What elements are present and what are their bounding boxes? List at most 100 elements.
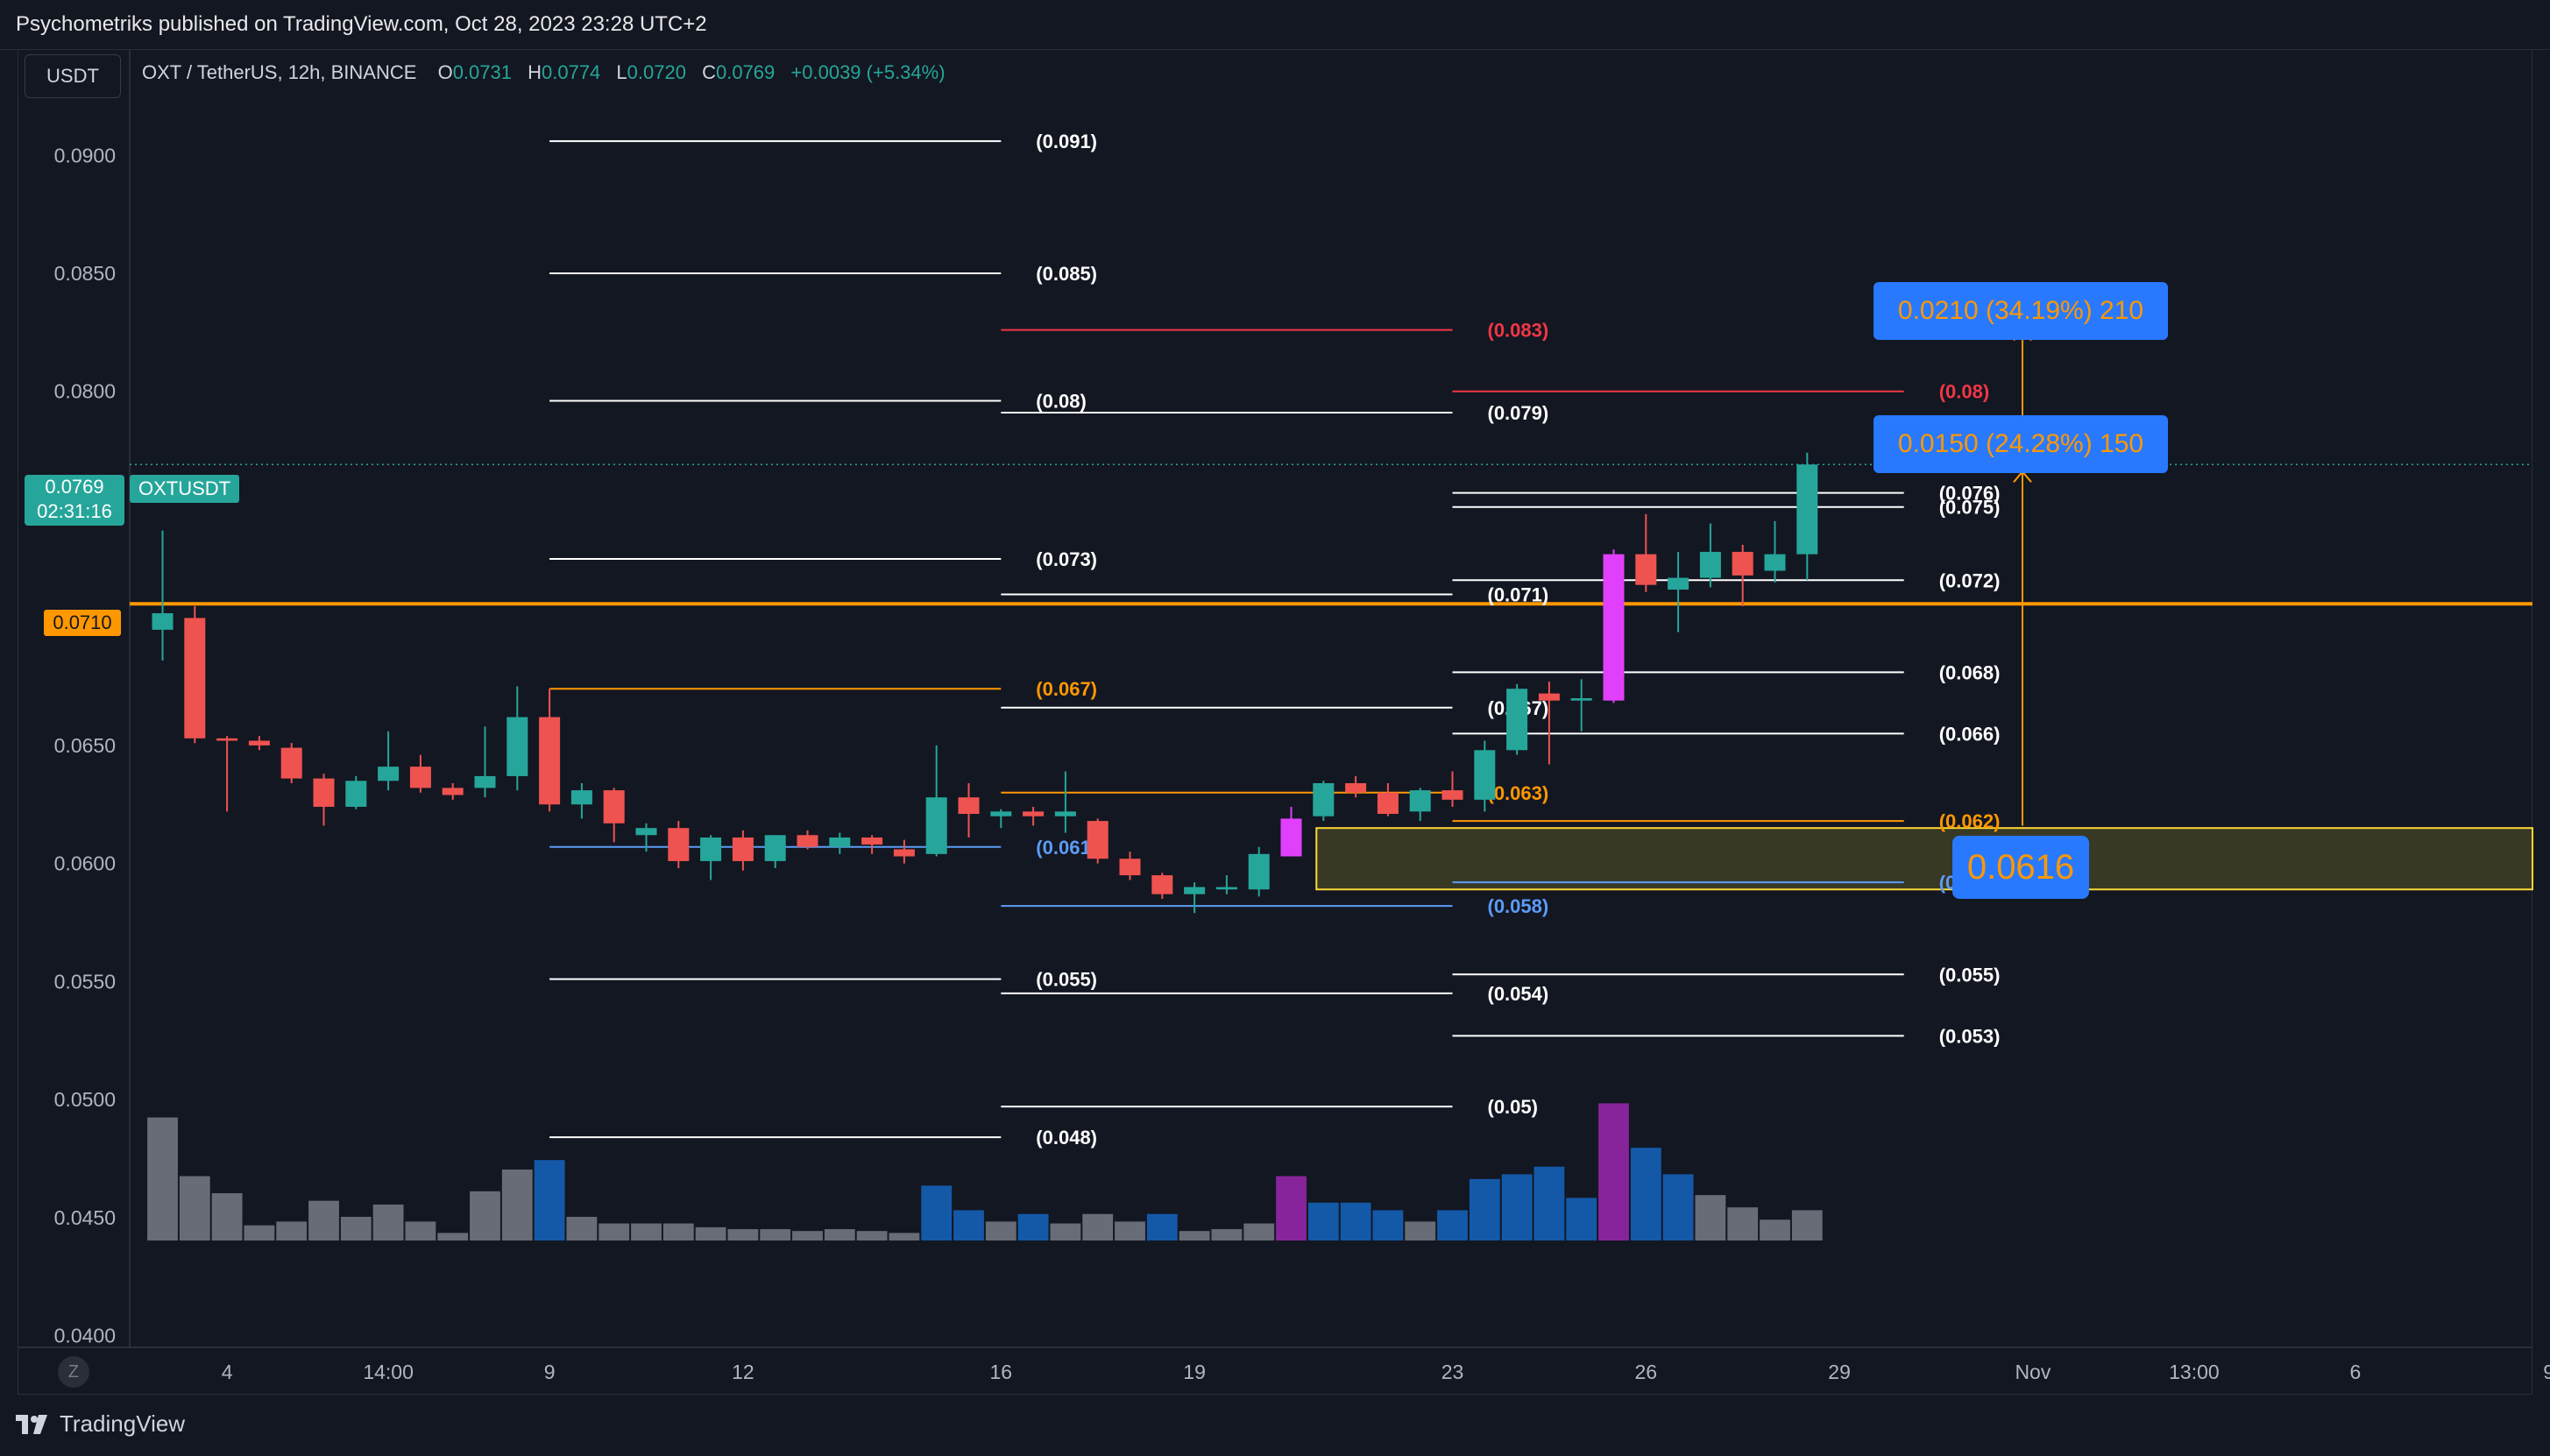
entry-price-tag[interactable]: 0.0616	[1952, 836, 2089, 899]
time-tick-label: 16	[990, 1361, 1013, 1383]
candle-body	[797, 835, 818, 847]
fib-level-label: (0.067)	[1036, 678, 1097, 700]
fib-level-label: (0.048)	[1036, 1127, 1097, 1149]
target-1-text: 0.0150 (24.28%) 150	[1897, 429, 2144, 458]
candle-body	[635, 828, 657, 836]
volume-bar	[1179, 1231, 1210, 1240]
candle-body	[1538, 693, 1560, 701]
publish-bar: Psychometriks published on TradingView.c…	[0, 0, 2550, 50]
candle-body	[313, 778, 335, 807]
volume-bar	[695, 1226, 726, 1240]
volume-bar	[1405, 1221, 1436, 1240]
horizontal-level-label: 0.0710	[44, 610, 121, 636]
fib-level-label: (0.08)	[1939, 381, 1989, 403]
price-tick-label: 0.0600	[54, 852, 116, 875]
candle-body	[474, 775, 496, 788]
last-price-label: 0.0769 02:31:16	[25, 475, 124, 526]
price-tick-label: 0.0500	[54, 1088, 116, 1111]
volume-bar	[889, 1233, 920, 1240]
symbol-title[interactable]: OXT / TetherUS, 12h, BINANCE	[142, 61, 417, 83]
candle-body	[1441, 790, 1463, 800]
time-tick-label: 23	[1441, 1361, 1464, 1383]
price-tick-label: 0.0450	[54, 1206, 116, 1229]
fib-level-label: (0.075)	[1939, 497, 2001, 519]
candle-body	[1313, 783, 1335, 816]
candle-body	[990, 811, 1012, 816]
volume-bar	[437, 1233, 469, 1240]
time-tick-label: 19	[1183, 1361, 1206, 1383]
fib-level-label: (0.071)	[1488, 583, 1549, 605]
candle-body	[409, 767, 431, 788]
volume-bar	[1082, 1213, 1114, 1240]
candle-body	[184, 618, 206, 739]
candle-body	[1506, 689, 1528, 751]
candle-body	[539, 717, 561, 805]
fib-level-label: (0.08)	[1036, 390, 1086, 412]
volume-bars	[147, 1103, 1823, 1240]
fib-levels: (0.091) (0.085) (0.08) (0.073) (0.067) (0.061…	[130, 131, 2532, 1149]
demand-zone-box	[1315, 827, 2533, 891]
open-value: 0.0731	[452, 61, 512, 83]
time-tick-label: Nov	[2015, 1361, 2051, 1383]
volume-bar	[1598, 1103, 1629, 1240]
fib-level-label: (0.063)	[1488, 782, 1549, 804]
volume-bar	[1469, 1178, 1500, 1240]
currency-button[interactable]: USDT	[25, 54, 121, 98]
volume-bar	[1340, 1202, 1371, 1240]
volume-bar	[1307, 1202, 1339, 1240]
volume-bar	[599, 1223, 630, 1240]
volume-bar	[1534, 1166, 1565, 1240]
candle-body	[1280, 818, 1302, 857]
target-1-box[interactable]: 0.0150 (24.28%) 150	[1874, 415, 2168, 473]
candle-body	[603, 790, 625, 823]
candle-body	[248, 740, 270, 746]
candle-body	[1635, 554, 1657, 585]
volume-bar	[760, 1229, 791, 1240]
candle-body	[829, 837, 851, 847]
target-2-text: 0.0210 (34.19%) 210	[1897, 296, 2144, 325]
footer-bar	[0, 1395, 2550, 1456]
zoom-button[interactable]: Z	[58, 1356, 89, 1388]
candle-body	[280, 747, 302, 779]
volume-bar	[405, 1221, 436, 1240]
candle-body	[378, 767, 400, 781]
candle-body	[1248, 853, 1270, 890]
close-value: 0.0769	[715, 61, 776, 83]
fib-level-label: (0.083)	[1488, 320, 1549, 342]
candle-body	[1345, 783, 1367, 793]
time-tick-label: 14:00	[363, 1361, 414, 1383]
fib-level-label: (0.061)	[1036, 837, 1097, 859]
fib-level-label: (0.055)	[1036, 969, 1097, 991]
demand-zone	[1315, 827, 2533, 891]
fib-level-label: (0.066)	[1939, 723, 2001, 745]
time-tick-label: 6	[2350, 1361, 2362, 1383]
volume-bar	[147, 1117, 178, 1240]
volume-bar	[1695, 1195, 1726, 1240]
candle-body	[1668, 577, 1689, 590]
price-tick-label: 0.0550	[54, 970, 116, 993]
volume-bar	[470, 1191, 500, 1240]
change-value: +0.0039 (+5.34%)	[790, 61, 946, 83]
candle-body	[216, 738, 238, 741]
time-tick-label: 9	[544, 1361, 556, 1383]
candle-body	[668, 828, 690, 861]
volume-bar	[1276, 1176, 1307, 1240]
volume-bar	[534, 1160, 565, 1240]
last-price: 0.0769	[45, 476, 104, 498]
volume-bar	[1017, 1213, 1049, 1240]
candle-body	[1023, 811, 1045, 816]
price-tick-label: 0.0900	[54, 144, 116, 166]
volume-bar	[631, 1223, 662, 1240]
target-2-box[interactable]: 0.0210 (34.19%) 210	[1874, 282, 2168, 340]
time-tick-label: 29	[1828, 1361, 1851, 1383]
candle-body	[1151, 875, 1173, 894]
candle-body	[861, 837, 883, 845]
candles	[152, 452, 1818, 914]
tradingview-logo[interactable]: TradingView	[16, 1410, 185, 1438]
fib-level-label: (0.076)	[1939, 483, 2001, 505]
candle-body	[1474, 750, 1496, 800]
volume-bar	[179, 1176, 210, 1240]
volume-bar	[856, 1231, 888, 1240]
volume-bar	[1211, 1229, 1243, 1240]
